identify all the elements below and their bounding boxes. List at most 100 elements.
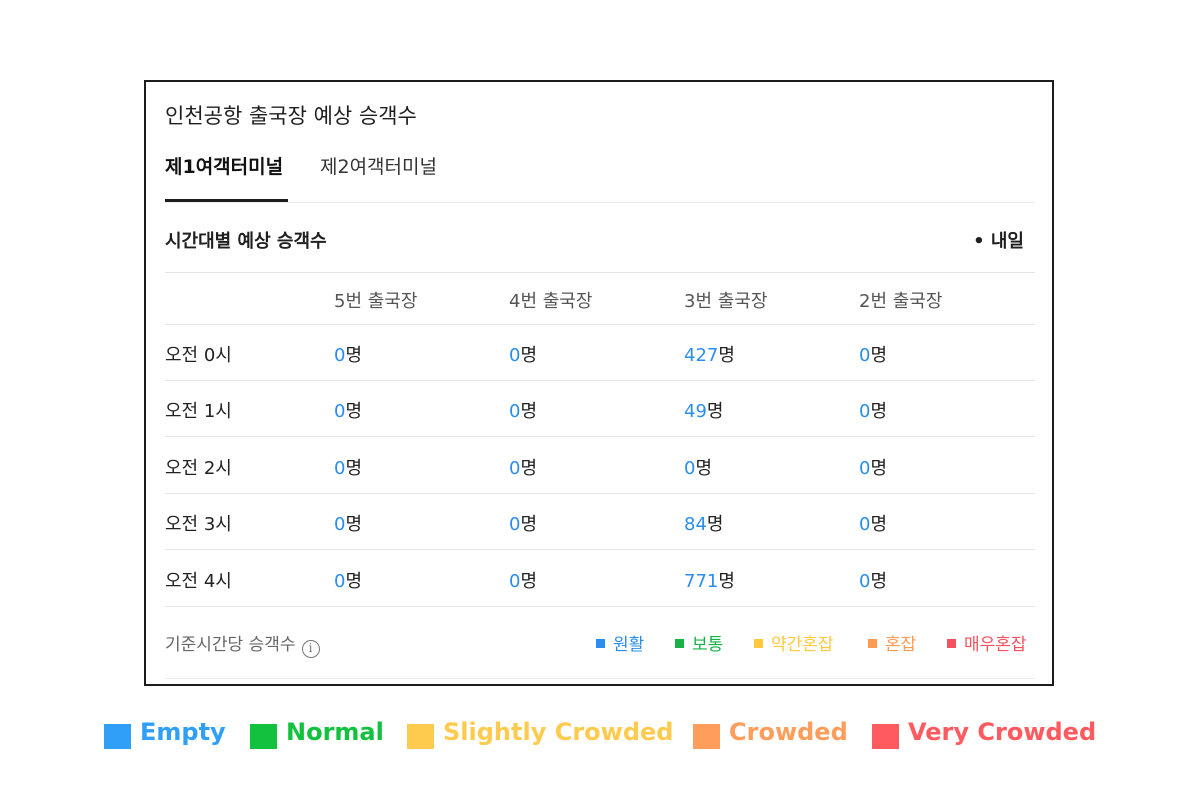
passenger-count-gate-3: 49명 [684,397,723,423]
passenger-count-gate-5: 0명 [334,567,362,593]
count-unit: 명 [345,401,363,423]
legend-item-crowded: 혼잡 [868,630,916,655]
passenger-count-gate-2: 0명 [859,567,887,593]
passenger-count-gate-2: 0명 [859,341,887,367]
passenger-count-gate-3: 0명 [684,454,712,480]
count-unit: 명 [520,401,538,423]
count-unit: 명 [520,457,538,479]
passenger-count-gate-3: 771명 [684,567,735,593]
count-unit: 명 [870,570,888,592]
count-unit: 명 [870,514,888,536]
count-unit: 명 [870,345,888,366]
count-value: 0 [509,345,521,366]
count-unit: 명 [345,514,363,536]
table-row: 오전 4시 0명 0명 771명 0명 [165,550,1035,607]
count-unit: 명 [706,401,724,423]
count-unit: 명 [520,514,538,536]
passenger-count-gate-4: 0명 [509,397,537,423]
count-value: 427 [684,345,719,366]
count-unit: 명 [870,457,888,479]
count-value: 0 [509,457,521,479]
count-value: 0 [509,570,521,592]
count-value: 0 [334,570,346,592]
time-label: 오전 3시 [165,514,232,536]
outer-legend-label: Empty [140,718,226,746]
legend-label: 매우혼잡 [964,635,1027,655]
count-value: 771 [684,570,719,592]
legend-swatch [754,639,763,648]
count-value: 0 [334,514,346,536]
passenger-count-gate-3: 84명 [684,510,723,536]
count-value: 0 [859,570,871,592]
legend-swatch [407,724,434,749]
footer-label: 기준시간당 승객수 i [165,630,320,658]
table-row: 오전 2시 0명 0명 0명 0명 [165,437,1035,494]
time-label: 오전 4시 [165,570,232,592]
passenger-count-gate-4: 0명 [509,510,537,536]
count-unit: 명 [718,345,735,366]
legend-swatch [868,639,877,648]
count-unit: 명 [345,570,363,592]
column-header-gate-4: 4번 출국장 [509,291,593,312]
count-value: 0 [684,457,696,479]
passenger-count-gate-2: 0명 [859,397,887,423]
passenger-count-gate-2: 0명 [859,454,887,480]
passenger-count-gate-2: 0명 [859,510,887,536]
count-unit: 명 [520,570,538,592]
legend-swatch [250,724,277,749]
legend-item-normal: 보통 [675,630,723,655]
count-value: 84 [684,514,707,536]
count-value: 0 [334,457,346,479]
section-title: 시간대별 예상 승객수 [165,231,327,252]
passenger-count-gate-5: 0명 [334,397,362,423]
legend-swatch [872,724,899,749]
time-label: 오전 1시 [165,401,232,423]
count-value: 49 [684,401,707,423]
column-header-gate-3: 3번 출국장 [684,291,768,312]
count-unit: 명 [520,345,538,366]
legend-swatch [693,724,720,749]
active-tab-indicator [165,199,288,202]
count-unit: 명 [706,514,724,536]
column-header-gate-5: 5번 출국장 [334,291,418,312]
count-value: 0 [859,457,871,479]
outer-legend-label: Normal [286,718,384,746]
count-value: 0 [859,514,871,536]
count-unit: 명 [345,345,363,366]
legend-swatch [675,639,684,648]
count-unit: 명 [345,457,363,479]
outer-legend-label: Slightly Crowded [443,718,674,746]
legend-swatch [104,724,131,749]
count-value: 0 [334,401,346,423]
tab-terminal-1[interactable]: 제1여객터미널 [165,156,284,178]
legend-label: 약간혼잡 [771,635,834,655]
legend-item-smooth: 원활 [596,630,644,655]
count-unit: 명 [718,570,735,592]
passenger-count-gate-5: 0명 [334,454,362,480]
outer-legend-label: Very Crowded [908,718,1097,746]
passenger-count-gate-4: 0명 [509,341,537,367]
footer-label-text: 기준시간당 승객수 [165,635,296,655]
tab-terminal-2[interactable]: 제2여객터미널 [320,156,437,178]
passenger-forecast-card: 인천공항 출국장 예상 승객수 제1여객터미널 제2여객터미널 시간대별 예상 … [144,80,1054,686]
passenger-count-gate-3: 427명 [684,341,735,367]
count-value: 0 [509,401,521,423]
passenger-count-gate-5: 0명 [334,510,362,536]
legend-swatch [947,639,956,648]
table-row: 오전 0시 0명 0명 427명 0명 [165,324,1035,381]
count-value: 0 [859,401,871,423]
date-label: • 내일 [973,231,1024,252]
legend-label: 원활 [613,635,645,655]
column-header-gate-2: 2번 출국장 [859,291,943,312]
info-icon[interactable]: i [301,640,320,658]
passenger-count-gate-4: 0명 [509,454,537,480]
passenger-count-gate-4: 0명 [509,567,537,593]
legend-footer: 기준시간당 승객수 i 원활 보통 약간혼잡 혼잡 매우혼잡 [165,606,1035,679]
legend-swatch [596,639,605,648]
legend-label: 보통 [692,635,724,655]
outer-legend-label: Crowded [729,718,848,746]
table-row: 오전 3시 0명 0명 84명 0명 [165,493,1035,551]
card-title: 인천공항 출국장 예상 승객수 [165,104,417,128]
table-header: 5번 출국장 4번 출국장 3번 출국장 2번 출국장 [165,272,1035,325]
count-value: 0 [859,345,871,366]
